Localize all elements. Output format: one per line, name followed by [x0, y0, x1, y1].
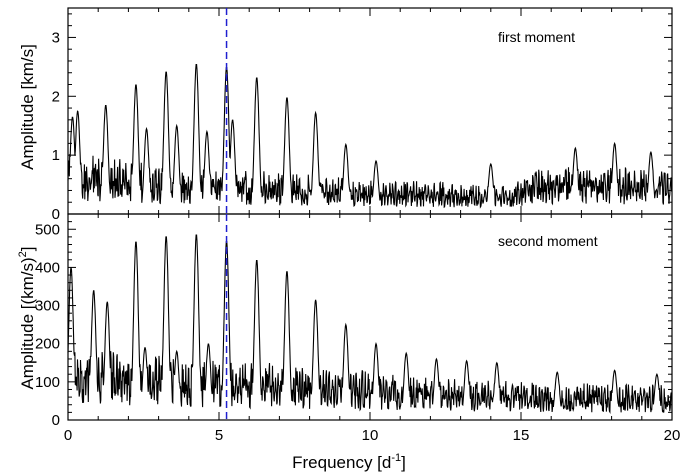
y-tick-label: 300 — [35, 298, 60, 315]
first-moment-panel: 0 1 2 3 first moment — [52, 7, 673, 223]
y-tick-label: 100 — [35, 374, 60, 391]
y-tick-label: 500 — [35, 221, 60, 238]
first-moment-y-axis-title: Amplitude [km/s] — [18, 44, 37, 170]
first-moment-ticks: 0 1 2 3 — [52, 8, 673, 223]
first-moment-amplitude-line — [67, 63, 673, 209]
first-moment-label: first moment — [498, 29, 575, 45]
y-tick-label: 200 — [35, 336, 60, 353]
x-tick-label: 0 — [64, 427, 72, 444]
y-tick-label: 0 — [52, 412, 60, 429]
y-tick-label: 0 — [52, 206, 60, 223]
y-tick-label: 3 — [52, 29, 60, 46]
second-moment-amplitude-line — [67, 234, 673, 415]
y-tick-label: 400 — [35, 259, 60, 276]
x-tick-label: 20 — [664, 427, 681, 444]
second-moment-y-axis-title: Amplitude [(km/s)2] — [17, 246, 37, 389]
x-axis-title: Frequency [d-1] — [292, 452, 406, 472]
second-moment-label: second moment — [498, 233, 598, 249]
x-tick-label: 15 — [513, 427, 530, 444]
x-tick-label: 5 — [215, 427, 223, 444]
y-tick-label: 1 — [52, 147, 60, 164]
y-tick-label: 2 — [52, 88, 60, 105]
x-tick-label: 10 — [362, 427, 379, 444]
